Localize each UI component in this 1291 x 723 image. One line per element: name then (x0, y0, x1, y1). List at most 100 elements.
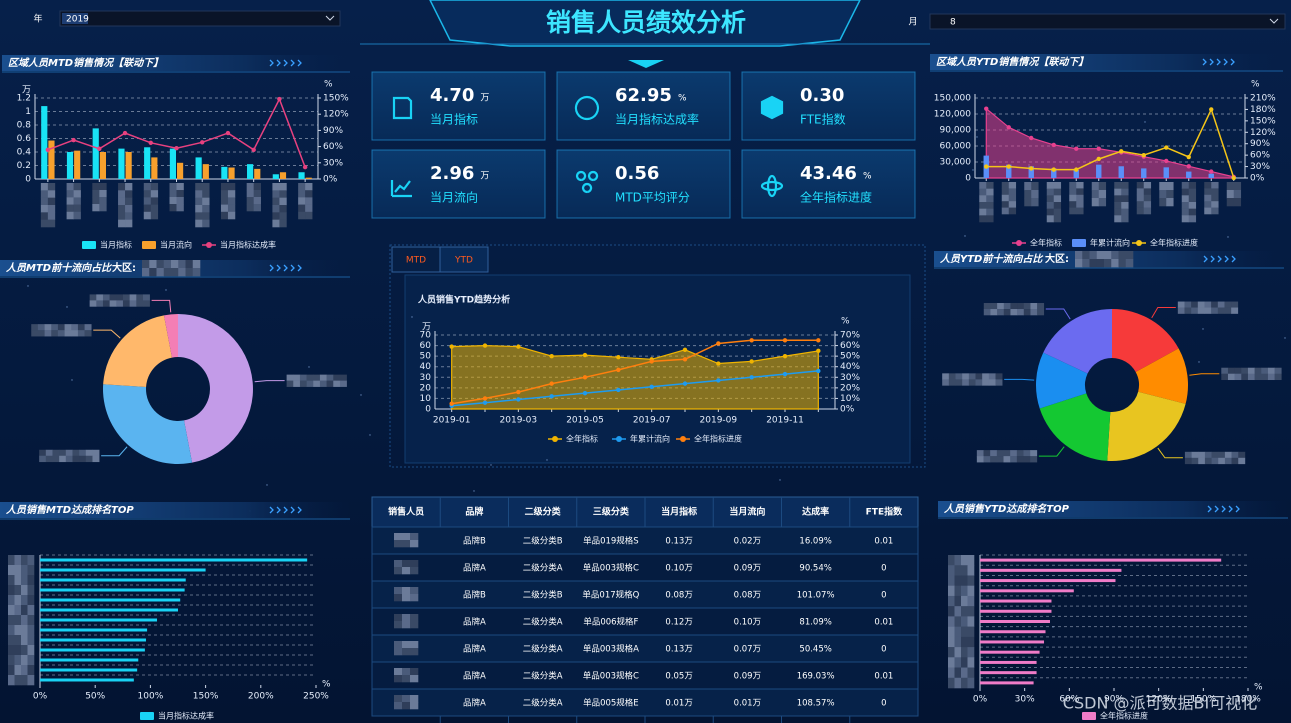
table-cell: 0.10万 (665, 564, 692, 574)
blurred-label (220, 190, 229, 198)
point (1164, 145, 1169, 150)
blurred-label (995, 379, 1003, 386)
blurred-label (1177, 301, 1185, 308)
blurred-label (1031, 190, 1039, 199)
tab-label[interactable]: MTD (406, 256, 426, 266)
year-select[interactable] (59, 10, 341, 27)
blurred-label (1231, 451, 1239, 459)
blurred-label (1204, 207, 1212, 215)
year-value[interactable]: 2019 (66, 15, 89, 25)
blurred-label (990, 303, 998, 310)
panel-header (0, 502, 350, 518)
month-value[interactable]: 8 (950, 18, 956, 28)
legend-swatch (206, 242, 212, 248)
blurred-label (961, 555, 968, 566)
blurred-label (1053, 195, 1062, 203)
leader-line (1189, 373, 1220, 376)
blurred-label (14, 625, 22, 636)
blurred-label (176, 190, 184, 198)
column-header: 二级分类 (525, 506, 562, 518)
point (616, 355, 621, 360)
bar (40, 648, 145, 652)
bar (980, 660, 1037, 664)
chevron (290, 264, 295, 272)
blurred-label (227, 183, 236, 191)
y2-tick-label: 0% (323, 175, 338, 185)
blurred-label (65, 449, 73, 457)
blurred-label (51, 324, 59, 331)
star (66, 306, 68, 308)
legend-label: 全年指标进度 (1100, 711, 1148, 721)
blurred-label (1188, 202, 1197, 209)
kpi-icon (760, 95, 784, 120)
blurred-label (1008, 188, 1017, 196)
blurred-label (299, 380, 307, 387)
blurred-label (1211, 188, 1219, 196)
blurred-label (272, 219, 280, 228)
month-select[interactable] (929, 13, 1286, 30)
y2-tick-label: 150% (1250, 116, 1276, 126)
blurred-label (410, 533, 419, 541)
blurred-label (136, 300, 144, 307)
blurred-label (176, 197, 184, 205)
kpi-icon (575, 170, 599, 194)
table-cell: 二级分类A (523, 698, 563, 709)
panel-title: 区域人员YTD销售情况【联动下】 (936, 56, 1088, 68)
blurred-label (27, 605, 35, 616)
blurred-label (1204, 201, 1212, 208)
bar (305, 177, 312, 179)
blurred-label (1016, 450, 1024, 457)
tab-label[interactable]: YTD (454, 256, 473, 266)
x-tick-label: 2019-11 (766, 416, 804, 426)
blurred-label (1008, 194, 1017, 202)
blurred-label (92, 197, 100, 205)
blurred-label (1114, 195, 1122, 203)
blurred-label (1247, 373, 1255, 381)
blurred-label (961, 636, 968, 648)
y2-tick-label: 60% (1250, 151, 1270, 161)
blurred-label (1121, 202, 1129, 209)
blurred-label (8, 575, 15, 586)
point (549, 381, 554, 386)
y2-tick-label: 60% (323, 142, 343, 152)
bar (202, 164, 209, 179)
pie-slice (1043, 309, 1112, 374)
blurred-label (1053, 202, 1062, 209)
blurred-label (8, 605, 15, 616)
bar (980, 568, 1122, 572)
panel-title: 人员销售MTD达成排名TOP (6, 504, 134, 516)
blurred-label (1177, 307, 1185, 314)
blurred-label (402, 648, 411, 656)
blurred-label (1001, 182, 1010, 189)
table-cell: 品牌A (463, 563, 486, 574)
blurred-label (125, 190, 133, 198)
blurred-label (313, 374, 321, 381)
chevron (1203, 255, 1208, 263)
chevron (1221, 505, 1226, 513)
point (148, 140, 153, 146)
blurred-label (31, 330, 39, 337)
blurred-label (176, 204, 184, 212)
table-cell: 108.57% (797, 699, 835, 709)
column-header: FTE指数 (866, 506, 903, 518)
y-tick-label: 50 (420, 352, 432, 362)
blurred-label (996, 450, 1004, 457)
blurred-label (21, 655, 28, 666)
blurred-label (339, 380, 347, 387)
blurred-label (967, 606, 975, 617)
blurred-label (1037, 303, 1045, 310)
star (964, 235, 966, 237)
blurred-label (1241, 373, 1249, 381)
blurred-label (136, 294, 144, 301)
blurred-label (14, 595, 22, 606)
blurred-label (1204, 307, 1212, 314)
line (451, 370, 819, 407)
blurred-label (986, 195, 994, 203)
blurred-label (73, 197, 81, 205)
y-tick-label: 0.8 (17, 121, 32, 131)
blurred-label (66, 183, 74, 191)
point (1119, 149, 1124, 154)
star (490, 464, 492, 466)
blurred-label (1198, 451, 1206, 459)
table-cell: 二级分类B (523, 536, 563, 547)
